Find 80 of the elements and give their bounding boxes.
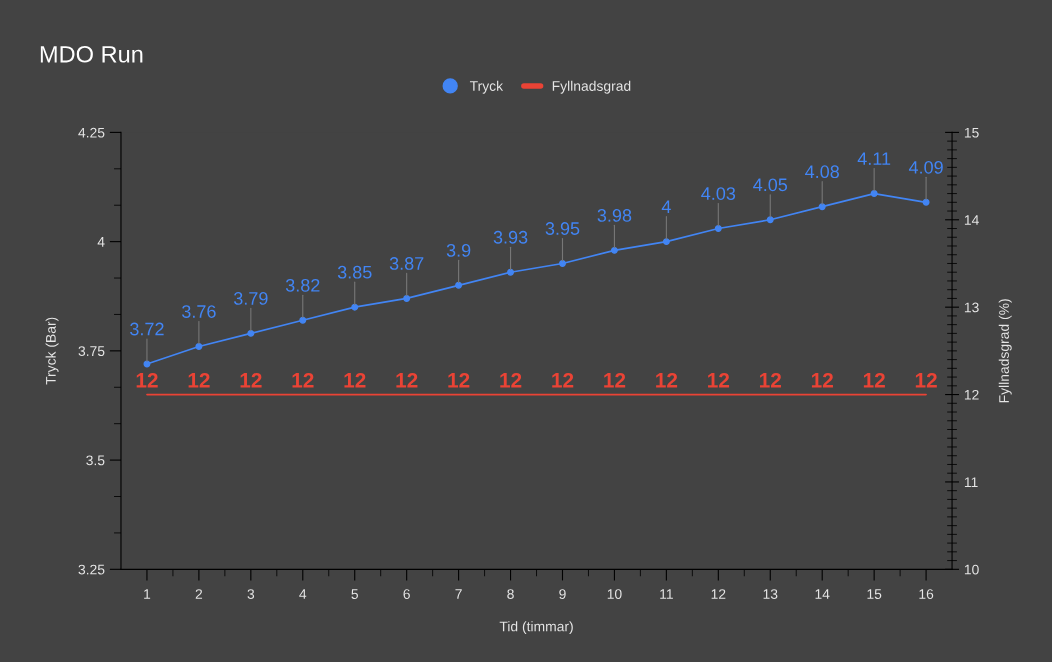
data-label: 3.82: [285, 278, 320, 292]
y-tick-label: 4.25: [78, 127, 105, 138]
data-label: 12: [136, 372, 158, 388]
x-tick-label: 8: [507, 589, 514, 599]
x-tick-label: 5: [351, 589, 358, 599]
data-label: 3.85: [337, 265, 372, 279]
x-tick-label: 6: [403, 589, 410, 599]
data-label: 12: [344, 372, 366, 388]
data-label: 12: [708, 372, 730, 388]
data-label: 3.87: [389, 257, 424, 270]
x-tick-label: 4: [299, 589, 307, 599]
data-label: 12: [188, 372, 210, 388]
y2-tick-label: 14: [964, 215, 979, 225]
point: [351, 303, 359, 311]
y2-tick-label: 12: [964, 389, 979, 400]
y-tick-label: 4: [97, 237, 105, 247]
x-tick-label: 10: [607, 589, 622, 599]
data-label: 3.79: [233, 292, 268, 305]
y2-tick-label: 11: [964, 477, 978, 487]
x-tick-label: 12: [711, 589, 726, 599]
point: [922, 198, 930, 206]
data-label: 12: [240, 372, 262, 388]
point: [195, 343, 203, 350]
data-label: 12: [604, 372, 626, 388]
data-label: 3.95: [545, 222, 580, 235]
chart-title: MDO Run: [40, 45, 143, 63]
data-label: 4.08: [805, 165, 839, 179]
x-tick-label: 14: [815, 589, 830, 599]
data-label: 12: [396, 372, 418, 388]
y-tick-label: 3.75: [78, 346, 105, 357]
y-axis-title: Tryck (Bar): [45, 317, 59, 385]
x-tick-label: 9: [559, 589, 566, 599]
data-label: 12: [759, 372, 782, 388]
x-tick-label: 7: [455, 589, 462, 599]
data-label: 12: [500, 372, 522, 388]
x-tick-label: 15: [867, 589, 882, 599]
y-tick-label: 3.5: [86, 455, 105, 466]
data-label: 4.03: [701, 187, 736, 200]
point: [299, 316, 307, 324]
point: [610, 246, 618, 254]
data-label: 3.76: [182, 305, 216, 318]
point: [818, 203, 826, 211]
legend-label: Fyllnadsgrad: [552, 80, 631, 94]
point: [455, 281, 463, 289]
data-label: 12: [552, 372, 574, 388]
legend-label: Tryck: [469, 80, 504, 94]
y2-tick-label: 10: [964, 564, 979, 575]
data-label: 12: [292, 372, 314, 388]
data-label: 3.98: [597, 209, 632, 222]
data-label: 4.09: [908, 160, 943, 174]
data-label: 3.72: [130, 322, 164, 336]
x-tick-label: 2: [195, 589, 203, 599]
x-axis-title: Tid (timmar): [499, 621, 573, 635]
y-tick-label: 3.25: [78, 564, 105, 575]
x-tick-label: 11: [660, 589, 673, 599]
data-label: 12: [656, 372, 678, 388]
point: [559, 260, 566, 267]
data-label: 3.9: [446, 243, 471, 257]
point: [247, 329, 255, 337]
point: [403, 294, 411, 302]
point: [714, 225, 722, 232]
data-label: 12: [448, 372, 470, 388]
point: [507, 268, 515, 276]
data-label: 3.93: [493, 230, 528, 244]
y2-tick-label: 13: [964, 302, 979, 313]
data-label: 12: [863, 372, 885, 388]
point: [870, 190, 878, 198]
data-label: 12: [915, 372, 937, 388]
data-label: 4.05: [753, 178, 788, 192]
y2-tick-label: 15: [964, 127, 979, 138]
y2-axis-title: Fyllnadsgrad (%): [998, 299, 1012, 403]
point: [766, 216, 774, 224]
x-tick-label: 3: [247, 589, 255, 599]
point: [662, 238, 670, 246]
x-tick-label: 1: [144, 589, 151, 599]
data-label: 4.11: [857, 152, 891, 165]
data-label: 12: [811, 372, 833, 388]
data-label: 4: [661, 200, 671, 213]
x-tick-label: 13: [763, 589, 778, 599]
x-tick-label: 16: [919, 589, 934, 599]
